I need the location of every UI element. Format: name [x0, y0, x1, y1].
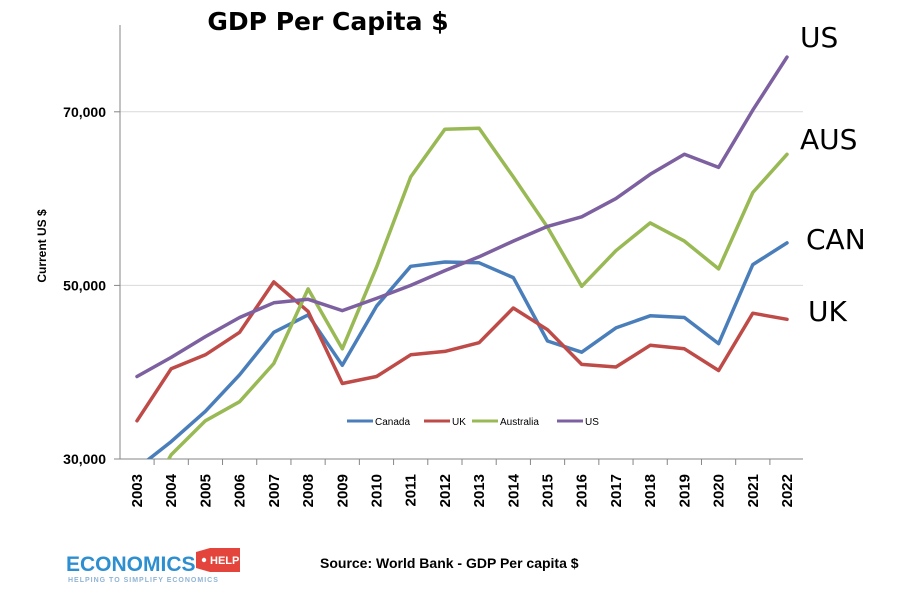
logo-tag-shape [196, 548, 240, 572]
x-tick-label: 2015 [540, 474, 557, 507]
source-note: Source: World Bank - GDP Per capita $ [320, 555, 579, 571]
legend-label: UK [452, 417, 466, 428]
x-tick-label: 2006 [232, 474, 249, 507]
annotation-uk: UK [808, 295, 847, 328]
series-line-australia [166, 126, 789, 459]
series-line-canada [146, 241, 789, 459]
y-tick-label: 70,000 [63, 104, 106, 120]
x-tick-label: 2011 [403, 474, 420, 507]
y-tick-label: 50,000 [63, 277, 106, 293]
legend-label: US [585, 417, 599, 428]
x-tick-label: 2019 [676, 474, 693, 507]
x-tick-label: 2009 [334, 474, 351, 507]
logo-badge-text: HELP [210, 555, 239, 567]
x-tick-label: 2013 [471, 474, 488, 507]
legend: Canada UK Australia US [347, 417, 599, 428]
x-tick-label: 2018 [642, 474, 659, 507]
x-tick-label: 2004 [163, 473, 180, 507]
economics-help-logo: ECONOMICS HELP HELPING TO SIMPLIFY ECONO… [66, 548, 240, 584]
series-line-us [135, 55, 789, 379]
gridlines [120, 111, 803, 286]
x-tick-label: 2016 [574, 474, 591, 507]
x-tick-label: 2022 [779, 474, 796, 507]
x-tick-label: 2017 [608, 474, 625, 507]
x-tick-label: 2007 [266, 474, 283, 507]
legend-item-australia: Australia [472, 417, 539, 428]
x-tick-label: 2008 [300, 474, 317, 507]
x-tick-label: 2020 [711, 474, 728, 507]
legend-item-us: US [557, 417, 599, 428]
y-tick-label: 30,000 [63, 451, 106, 467]
x-ticks: 2003 2004 2005 2006 2007 2008 2009 2010 2011 2012… [129, 459, 796, 507]
series-line-uk [135, 280, 789, 423]
logo-wordmark: ECONOMICS [66, 553, 196, 576]
annotation-aus: AUS [800, 123, 857, 156]
series-lines [135, 55, 789, 459]
y-ticks: 30,000 50,000 70,000 [63, 104, 120, 467]
annotation-us: US [800, 21, 838, 54]
legend-item-canada: Canada [347, 417, 410, 428]
x-tick-label: 2010 [368, 474, 385, 507]
x-tick-label: 2021 [745, 474, 762, 507]
y-axis-label: Current US $ [35, 209, 49, 283]
chart-title: GDP Per Capita $ [207, 7, 448, 36]
legend-label: Australia [500, 417, 539, 428]
legend-label: Canada [375, 417, 410, 428]
logo-tag-hole [201, 557, 207, 563]
x-tick-label: 2012 [437, 474, 454, 507]
annotation-can: CAN [806, 223, 866, 256]
x-tick-label: 2003 [129, 474, 146, 507]
x-tick-label: 2005 [197, 474, 214, 507]
x-tick-label: 2014 [505, 473, 522, 507]
legend-item-uk: UK [424, 417, 466, 428]
logo-tagline: HELPING TO SIMPLIFY ECONOMICS [68, 577, 219, 584]
